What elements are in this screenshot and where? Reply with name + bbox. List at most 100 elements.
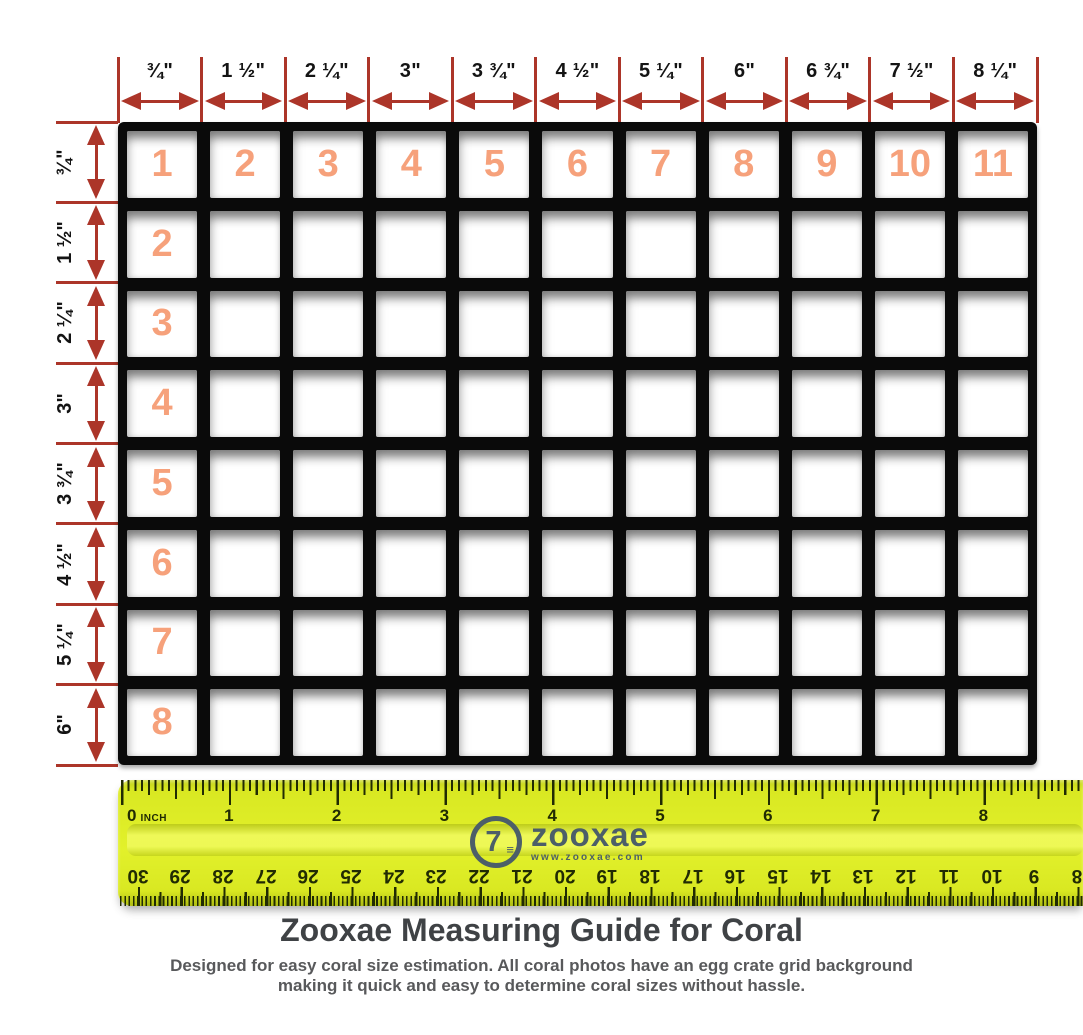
top-tick-mark — [116, 57, 120, 123]
arrow-head-left-icon — [204, 92, 225, 110]
arrow-head-left-icon — [789, 92, 810, 110]
grid-cell — [874, 290, 945, 358]
ruler-cm-number: 8 — [1071, 865, 1083, 886]
left-dimension-label-text: 4 ½" — [53, 542, 76, 586]
arrow-head-left-icon — [288, 92, 309, 110]
arrow-head-right-icon — [679, 92, 700, 110]
top-tick-mark — [701, 57, 705, 123]
ruler-cm-number: 19 — [596, 865, 618, 886]
zooxae-logo-icon: 7 ≡ — [470, 816, 522, 868]
top-dimension-label: 7 ½" — [889, 59, 934, 82]
arrow-line — [94, 621, 98, 668]
left-dimension-label: 3 ¾" — [50, 444, 80, 524]
grid-cell — [791, 609, 862, 677]
ruler-cm-number: 10 — [980, 865, 1003, 886]
grid-cell — [625, 609, 696, 677]
grid-cell — [459, 290, 530, 358]
grid-cell — [957, 370, 1028, 437]
grid-cell — [293, 689, 364, 756]
top-dimension-arrow — [955, 92, 1035, 110]
arrow-line — [552, 99, 603, 103]
top-dimension-label: 4 ½" — [555, 59, 600, 82]
ruler-cm-number: 29 — [169, 865, 191, 886]
ruler-cm-number: 25 — [340, 865, 362, 886]
grid-cell — [542, 689, 613, 756]
ruler-cm-number: 13 — [852, 865, 874, 886]
arrow-head-right-icon — [846, 92, 867, 110]
subtitle-line-2: making it quick and easy to determine co… — [277, 976, 806, 995]
top-tick-mark — [283, 57, 287, 123]
ruler: 7 ≡ zooxae www.zooxae.com 0 INCH 1 2 3 4 5 6 7 8 3… — [118, 780, 1083, 906]
grid-cell — [791, 290, 862, 358]
arrow-head-up-icon — [87, 687, 105, 708]
arrow-line — [970, 99, 1020, 103]
left-dimension-label-text: 5 ¼" — [53, 623, 76, 666]
arrow-head-down-icon — [87, 661, 105, 682]
top-dimension-label: 6 ¾" — [806, 59, 851, 82]
grid-cell — [708, 370, 779, 437]
top-tick-mark — [367, 57, 371, 123]
arrow-line — [719, 99, 770, 103]
top-tick-mark — [1035, 57, 1039, 123]
left-tick-mark — [56, 200, 118, 204]
left-tick-mark — [56, 120, 118, 124]
ruler-inch-number: 4 — [547, 806, 557, 825]
arrow-head-right-icon — [262, 92, 283, 110]
grid-cell — [625, 210, 696, 278]
inch-tick-strip — [121, 780, 1083, 805]
top-dimension-label: ¾" — [146, 59, 174, 82]
ruler-unit-label: INCH — [140, 813, 167, 824]
ruler-cm-number: 21 — [511, 865, 533, 886]
top-dimension-arrow — [788, 92, 868, 110]
arrow-head-right-icon — [763, 92, 784, 110]
arrow-line — [302, 99, 352, 103]
arrow-head-left-icon — [121, 92, 141, 110]
grid-cell — [874, 609, 945, 677]
grid-cell — [293, 370, 364, 437]
grid-cell-number: 9 — [791, 131, 862, 198]
logo-monogram-lines-icon: ≡ — [506, 842, 514, 857]
grid-cell — [376, 609, 447, 677]
grid-cell — [542, 290, 613, 358]
ruler-cm-number: 11 — [938, 865, 959, 886]
arrow-line — [94, 139, 98, 186]
grid-cell — [293, 290, 364, 358]
grid-cell — [542, 210, 613, 278]
left-dimension-label: 1 ½" — [50, 202, 80, 282]
ruler-cm-number: 17 — [682, 865, 704, 886]
ruler-cm-number: 28 — [212, 865, 234, 886]
top-dimension-label: 1 ½" — [221, 59, 266, 82]
grid-cell — [542, 529, 613, 597]
arrow-line — [218, 99, 269, 103]
grid-cell — [376, 290, 447, 358]
arrow-line — [94, 460, 98, 507]
top-dimension-arrow — [454, 92, 534, 110]
top-dimension-arrow — [371, 92, 451, 110]
arrow-head-down-icon — [87, 259, 105, 280]
left-dimension-label: ¾" — [50, 122, 80, 202]
top-dimension-label: 8 ¼" — [973, 59, 1018, 82]
arrow-line — [385, 99, 436, 103]
grid-cell — [957, 290, 1028, 358]
left-dimension-label: 5 ¼" — [50, 604, 80, 684]
ruler-inch-number: 1 — [224, 806, 234, 825]
grid-cell — [376, 450, 447, 517]
top-dimension-label: 6" — [733, 59, 756, 82]
arrow-line — [135, 99, 185, 103]
left-dimension-arrow — [87, 446, 105, 522]
grid-cell — [708, 210, 779, 278]
left-dimension-arrow — [87, 124, 105, 200]
grid-cell — [874, 210, 945, 278]
grid-cell — [791, 529, 862, 597]
top-tick-mark — [784, 57, 788, 123]
arrow-head-up-icon — [87, 526, 105, 547]
grid-cell — [957, 210, 1028, 278]
ruler-inch-number: 7 — [870, 806, 881, 825]
grid-cell — [459, 210, 530, 278]
grid-cell-number: 2 — [127, 210, 198, 278]
grid-cell — [708, 689, 779, 756]
top-tick-mark — [534, 57, 538, 123]
grid-cell-number: 11 — [957, 131, 1028, 198]
